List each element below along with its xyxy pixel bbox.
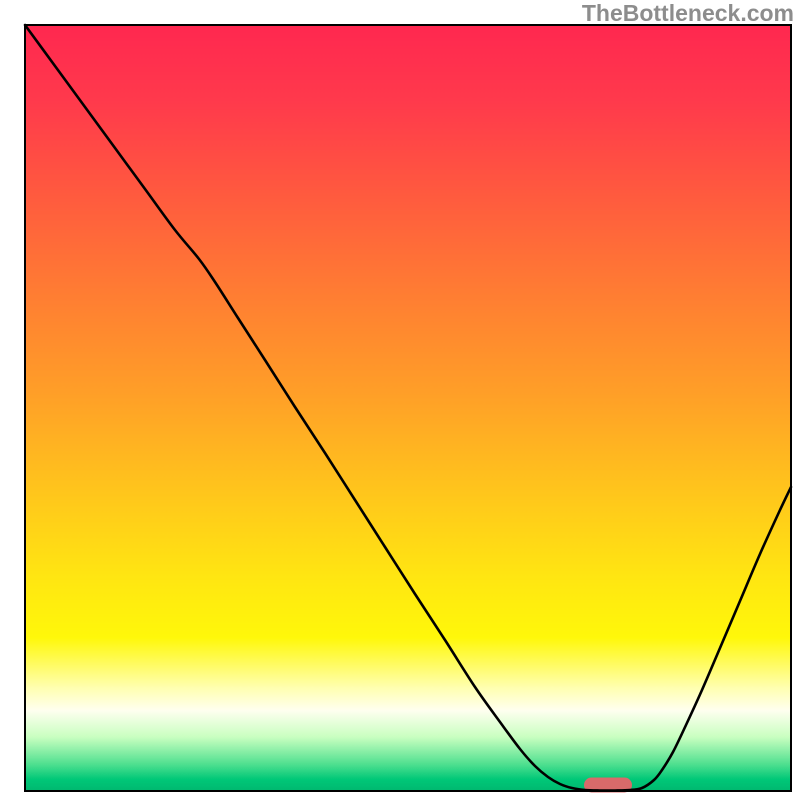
gradient-background [0, 0, 800, 800]
bottleneck-chart: TheBottleneck.com [0, 0, 800, 800]
watermark-text: TheBottleneck.com [582, 0, 794, 27]
